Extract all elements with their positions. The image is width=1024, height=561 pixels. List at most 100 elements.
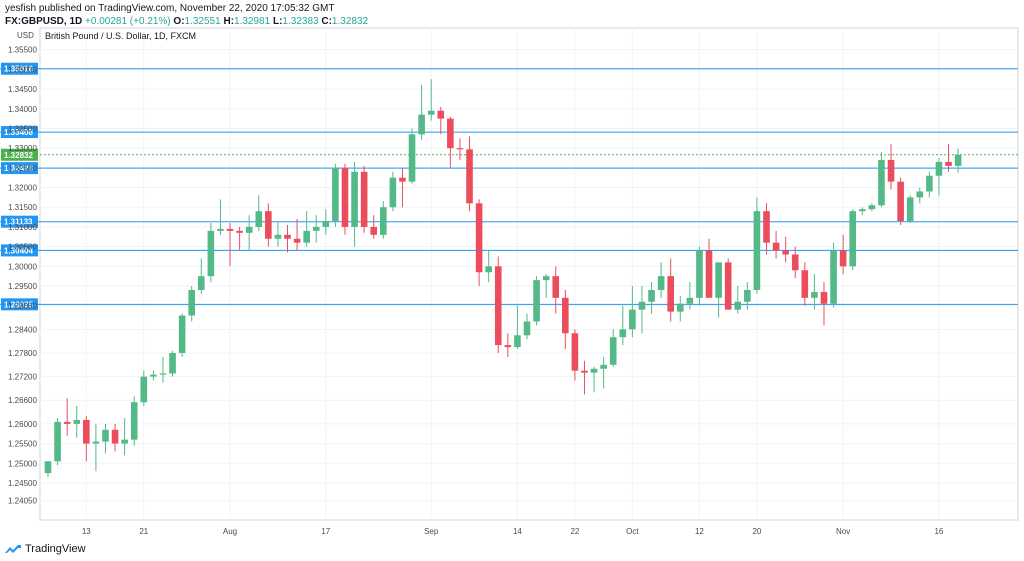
candle-body[interactable] [523, 321, 531, 336]
candle-body[interactable] [629, 309, 636, 330]
candle-body[interactable] [696, 250, 703, 298]
candle-body[interactable] [322, 221, 330, 227]
candle-body[interactable] [935, 161, 943, 176]
candle-body[interactable] [121, 439, 128, 444]
candle-body[interactable] [839, 250, 847, 267]
candle-body[interactable] [744, 289, 751, 302]
candle-body[interactable] [504, 345, 512, 348]
candle-body[interactable] [63, 421, 71, 424]
candle-body[interactable] [772, 242, 780, 251]
candle-body[interactable] [92, 441, 100, 444]
candle-body[interactable] [83, 419, 90, 444]
candle-body[interactable] [437, 110, 445, 119]
candle-body[interactable] [466, 149, 473, 204]
candle-body[interactable] [801, 270, 809, 298]
candle-body[interactable] [552, 276, 560, 298]
candle-body[interactable] [791, 254, 799, 271]
candle-body[interactable] [619, 329, 627, 338]
candle-body[interactable] [408, 134, 416, 182]
candle-body[interactable] [906, 197, 914, 222]
candle-body[interactable] [188, 289, 195, 316]
candle-body[interactable] [600, 364, 607, 369]
candle-body[interactable] [945, 161, 952, 166]
candle-body[interactable] [197, 276, 205, 290]
candle-body[interactable] [724, 262, 732, 310]
candle-body[interactable] [54, 421, 61, 462]
candle-body[interactable] [130, 402, 138, 440]
candle-body[interactable] [571, 333, 579, 371]
candle-body[interactable] [341, 167, 349, 227]
candle-body[interactable] [351, 171, 358, 227]
candle-body[interactable] [667, 276, 674, 312]
candle-body[interactable] [734, 301, 742, 310]
candle-body[interactable] [274, 234, 282, 239]
candle-body[interactable] [954, 154, 962, 166]
candle-body[interactable] [514, 335, 521, 348]
candle-body[interactable] [245, 226, 253, 233]
candle-body[interactable] [284, 234, 291, 239]
candle-body[interactable] [897, 181, 904, 222]
candle-body[interactable] [715, 262, 722, 298]
y-tick-label: 1.34500 [8, 85, 37, 94]
candle-body[interactable] [236, 230, 243, 233]
tradingview-footer[interactable]: TradingView [5, 543, 86, 555]
candle-body[interactable] [150, 374, 157, 377]
candle-body[interactable] [293, 238, 301, 243]
candle-body[interactable] [859, 209, 866, 212]
candle-body[interactable] [648, 289, 655, 302]
currency-label: USD [17, 31, 34, 40]
candle-body[interactable] [380, 207, 387, 235]
candle-body[interactable] [44, 461, 52, 474]
candle-body[interactable] [562, 297, 569, 334]
candle-body[interactable] [255, 211, 263, 227]
candle-body[interactable] [389, 177, 397, 208]
candle-body[interactable] [686, 297, 694, 304]
candle-body[interactable] [916, 191, 924, 198]
candle-body[interactable] [533, 280, 540, 322]
candle-body[interactable] [226, 228, 234, 231]
candle-body[interactable] [705, 250, 713, 298]
candle-body[interactable] [475, 203, 483, 273]
candle-body[interactable] [676, 303, 684, 312]
candle-body[interactable] [332, 167, 339, 222]
candle-body[interactable] [926, 175, 933, 192]
candle-body[interactable] [178, 315, 186, 353]
candle-body[interactable] [763, 211, 770, 243]
candle-body[interactable] [830, 250, 837, 304]
candle-body[interactable] [456, 148, 464, 150]
candle-body[interactable] [878, 159, 885, 206]
candle-body[interactable] [217, 228, 224, 231]
candle-body[interactable] [657, 276, 665, 290]
candle-body[interactable] [418, 114, 425, 135]
candle-body[interactable] [447, 118, 454, 149]
candle-body[interactable] [753, 211, 761, 290]
candle-body[interactable] [811, 291, 818, 298]
candle-body[interactable] [360, 171, 368, 227]
candle-body[interactable] [868, 205, 876, 210]
candle-body[interactable] [399, 177, 406, 182]
candle-body[interactable] [370, 226, 378, 235]
candle-body[interactable] [849, 211, 857, 267]
candle-body[interactable] [638, 301, 646, 310]
candle-body[interactable] [111, 429, 119, 444]
candle-body[interactable] [590, 368, 598, 373]
candle-body[interactable] [820, 291, 828, 304]
candle-body[interactable] [265, 211, 272, 239]
candle-body[interactable] [169, 352, 176, 374]
candle-body[interactable] [303, 230, 310, 243]
candle-body[interactable] [312, 226, 320, 231]
candle-body[interactable] [427, 110, 435, 115]
candle-body[interactable] [485, 266, 492, 273]
candle-body[interactable] [782, 250, 789, 255]
candle-body[interactable] [140, 376, 148, 403]
candle-body[interactable] [494, 266, 502, 346]
candle-body[interactable] [207, 230, 215, 277]
candle-body[interactable] [887, 159, 895, 182]
candle-body[interactable] [73, 419, 81, 424]
candle-body[interactable] [159, 373, 167, 375]
candle-body[interactable] [102, 429, 109, 442]
candle-body[interactable] [542, 276, 550, 281]
candle-body[interactable] [609, 337, 617, 365]
candle-body[interactable] [581, 370, 588, 373]
